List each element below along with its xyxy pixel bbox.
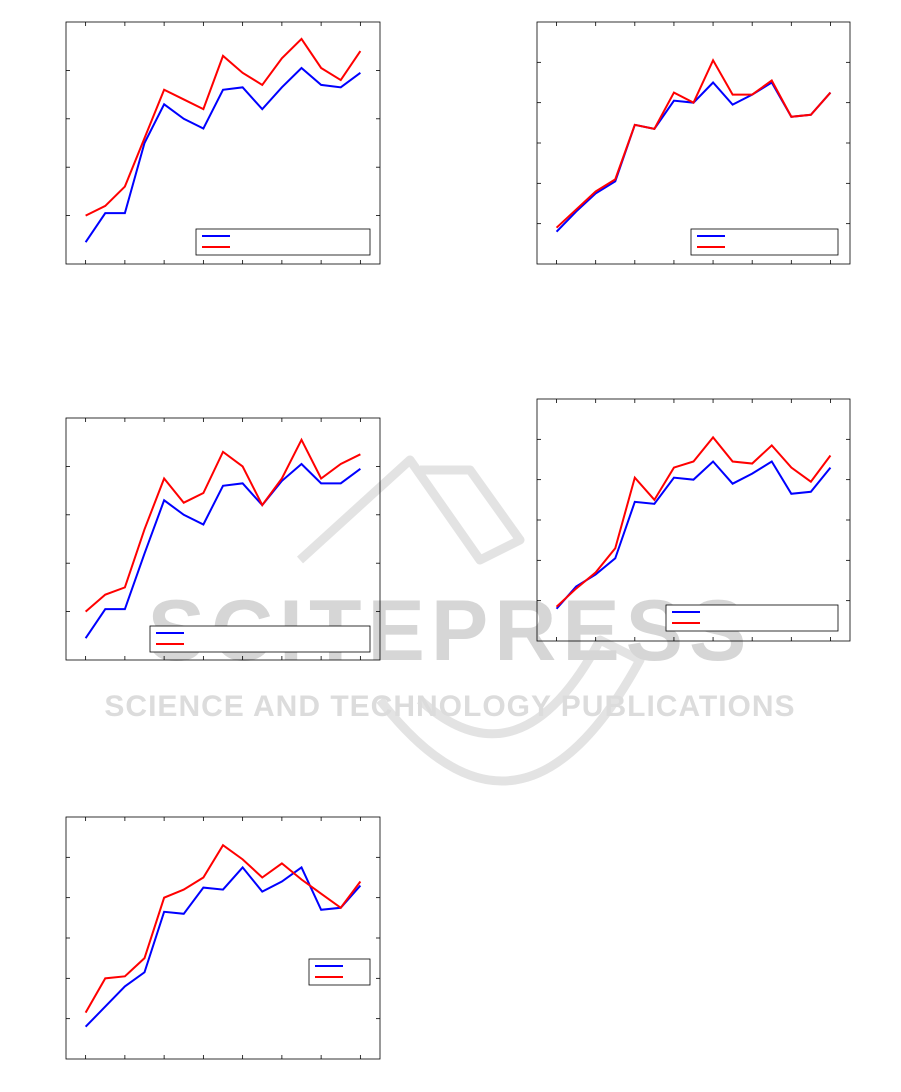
chart-top-left — [65, 21, 381, 265]
series-line-1 — [555, 460, 832, 610]
watermark-logo-icon — [296, 455, 645, 786]
series-line-2 — [555, 58, 832, 229]
series-line-2 — [555, 435, 832, 608]
legend — [149, 625, 371, 653]
legend-box — [308, 958, 371, 986]
chart-middle-left — [65, 417, 381, 661]
plot-frame — [536, 21, 851, 265]
legend-box — [665, 604, 839, 632]
legend-box — [149, 625, 371, 653]
watermark-line2: SCIENCE AND TECHNOLOGY PUBLICATIONS — [104, 690, 795, 723]
legend-box — [690, 228, 839, 256]
chart-bottom-left — [65, 816, 381, 1060]
series-line-2 — [84, 437, 361, 613]
chart-middle-right — [536, 398, 851, 642]
series-line-1 — [555, 81, 832, 233]
series-line-2 — [84, 843, 362, 1014]
series-line-1 — [84, 462, 361, 639]
chart-top-right — [536, 21, 851, 265]
plot-frame — [65, 417, 381, 661]
plot-frame — [65, 21, 381, 265]
series-line-1 — [84, 865, 362, 1028]
legend — [690, 228, 839, 256]
legend-box — [195, 228, 371, 256]
legend — [665, 604, 839, 632]
legend — [195, 228, 371, 256]
plot-frame — [65, 816, 381, 1060]
series-line-2 — [85, 37, 362, 217]
legend — [308, 958, 371, 986]
series-line-1 — [84, 66, 361, 243]
